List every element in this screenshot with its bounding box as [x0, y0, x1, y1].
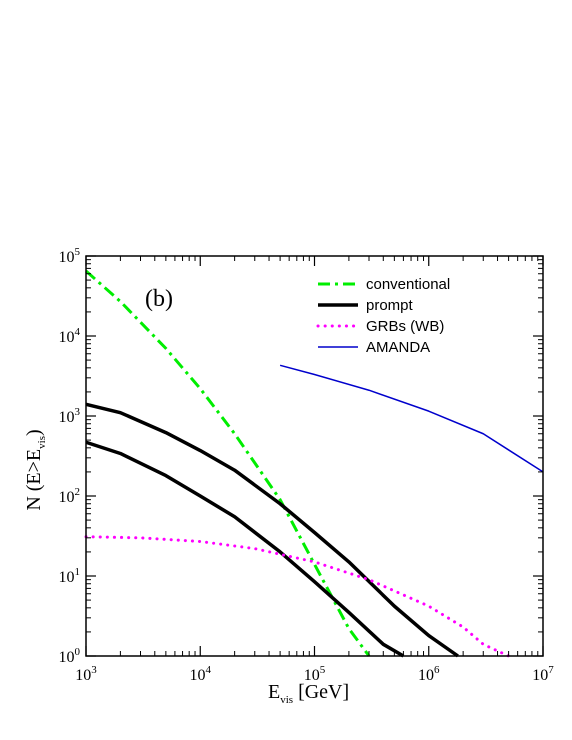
x-tick-label-2-base: 10: [304, 667, 320, 684]
legend-label-1: prompt: [366, 297, 414, 314]
x-axis-title-base: E: [268, 681, 280, 703]
legend-label-4: AMANDA: [366, 339, 430, 356]
legend: conventional prompt GRBs (WB) AMANDA: [316, 276, 450, 356]
y-tick-label-3-exp: 3: [75, 406, 81, 418]
y-tick-label-5-exp: 5: [75, 246, 81, 258]
x-tick-label-3: 106: [418, 664, 440, 684]
y-tick-label-2-base: 10: [59, 489, 75, 506]
x-tick-label-0: 103: [75, 664, 97, 684]
y-tick-label-1-base: 10: [59, 569, 75, 586]
y-axis-title-suffix: ): [23, 429, 45, 436]
y-axis-title: N (E>Evis): [23, 429, 48, 510]
series-line-3: [84, 535, 511, 658]
x-tick-label-3-base: 10: [418, 667, 434, 684]
y-tick-label-1-exp: 1: [75, 566, 81, 578]
y-tick-label-1: 101: [59, 566, 81, 586]
x-tick-label-2: 105: [304, 664, 326, 684]
plot-frame: [85, 255, 544, 657]
legend-label-0: conventional: [366, 276, 450, 293]
x-tick-label-4-base: 10: [532, 667, 548, 684]
series-line-1: [85, 402, 459, 658]
y-tick-label-4: 104: [59, 326, 81, 346]
x-tick-label-0-base: 10: [75, 667, 91, 684]
y-tick-label-4-exp: 4: [75, 326, 81, 338]
x-tick-label-4: 107: [532, 664, 554, 684]
y-tick-label-0-exp: 0: [75, 646, 81, 658]
y-tick-label-4-base: 10: [59, 329, 75, 346]
x-tick-label-2-exp: 5: [320, 664, 326, 676]
series-line-2: [85, 440, 405, 658]
y-tick-label-3-base: 10: [59, 409, 75, 426]
y-tick-label-2-exp: 2: [75, 486, 81, 498]
series-line-0: [85, 269, 371, 657]
series-line-4: [279, 364, 544, 473]
x-tick-label-1-base: 10: [190, 667, 206, 684]
panel-label: (b): [145, 286, 173, 312]
x-axis-title-unit: [GeV]: [298, 681, 349, 703]
x-tick-label-1-exp: 4: [206, 664, 212, 676]
y-tick-label-0-base: 10: [59, 649, 75, 666]
x-tick-label-0-exp: 3: [91, 664, 97, 676]
legend-label-3: GRBs (WB): [366, 318, 444, 335]
x-axis-title-sub: vis: [280, 694, 293, 706]
y-tick-label-0: 100: [59, 646, 81, 666]
y-tick-label-2: 102: [59, 486, 81, 506]
y-tick-label-5-base: 10: [59, 249, 75, 266]
y-tick-label-3: 103: [59, 406, 81, 426]
x-tick-label-1: 104: [190, 664, 212, 684]
y-axis-title-sub: vis: [36, 436, 48, 449]
y-axis-title-prefix: N (E>E: [23, 449, 45, 511]
x-tick-label-3-exp: 6: [434, 664, 440, 676]
x-axis-title: Evis [GeV]: [268, 681, 349, 706]
y-tick-label-5: 105: [59, 246, 81, 266]
series-layer: [84, 269, 544, 658]
x-tick-label-4-exp: 7: [548, 664, 554, 676]
